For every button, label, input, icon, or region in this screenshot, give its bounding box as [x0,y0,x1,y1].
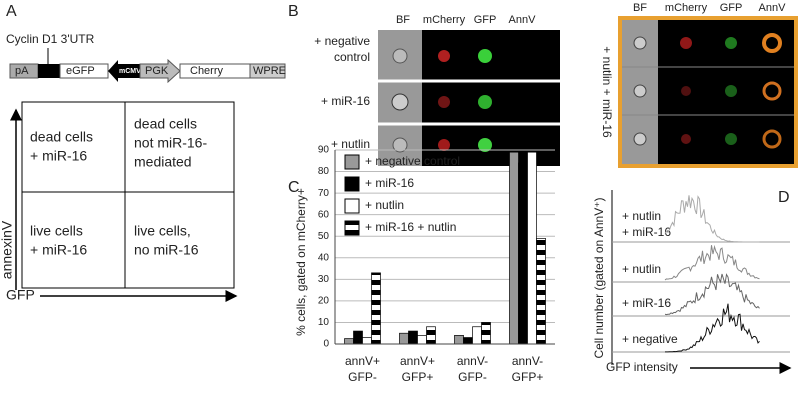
construct-label: eGFP [66,65,95,77]
micrographs [378,30,560,166]
legend-label: + negative control [365,154,460,168]
legend-label: + nutlin [365,198,404,212]
side-label: + nutlin + miR-16 [600,46,614,138]
x-tick-label: annV- [512,354,543,368]
histogram-trace [665,303,760,353]
trace-label: + negative [622,332,678,346]
y-tick-label: 60 [318,209,330,220]
y-tick-label: 50 [318,231,330,242]
construct-label: Cherry [190,65,224,77]
bar [481,322,491,345]
quadrant-text: dead cells [134,116,197,132]
trace-label: + nutlin [622,262,661,276]
quadrant-text: live cells [30,223,83,239]
legend-label: + miR-16 + nutlin [365,220,456,234]
column-header: GFP [474,14,497,26]
panel-label: D [778,189,790,206]
y-tick-label: 0 [323,339,329,350]
bar [536,238,546,345]
quadrant-text: live cells, [134,223,191,239]
bar [353,330,363,345]
quadrant-text: not miR-16- [134,135,207,151]
construct-label: mCMV [119,68,141,75]
quadrant-text: + miR-16 [30,148,87,164]
bar [463,337,473,345]
x-axis-label: GFP intensity [606,360,678,374]
row-label: control [334,50,370,64]
promoter-arrow [139,58,181,84]
bar [454,335,464,345]
row-label: + nutlin [331,137,370,151]
element [38,64,60,78]
bar [362,337,372,345]
construct-label: PGK [145,65,169,77]
column-header: AnnV [759,2,787,14]
column-header: mCherry [423,14,466,26]
axis-label: GFP [6,287,35,303]
bar [518,162,528,345]
panel-label: A [6,3,17,20]
legend-swatch [344,176,360,192]
bar [509,151,519,345]
axis-label: annexinV [0,220,15,279]
legend-swatch [344,220,360,236]
bar [426,326,436,345]
bar [417,335,427,345]
element [249,63,286,79]
construct-label: WPRE [253,65,286,77]
legend-swatch [344,154,360,170]
histogram-trace [664,244,760,281]
histogram-trace [664,195,760,243]
trace-label: + miR-16 [622,225,671,239]
row-label: + negative [314,34,370,48]
trace-label: + miR-16 [622,296,671,310]
y-tick-label: 10 [318,317,330,328]
y-axis-label: Cell number (gated on AnnV⁺) [592,197,606,358]
quadrant-text: + miR-16 [30,242,87,258]
bar [408,330,418,345]
y-tick-label: 90 [318,145,330,156]
legend-swatch [344,198,360,214]
column-header: BF [396,14,410,26]
y-tick-label: 40 [318,252,330,263]
bar [472,326,482,345]
panel-label: C [288,179,300,196]
y-tick-label: 70 [318,188,330,199]
column-header: BF [633,2,647,14]
histogram-trace [664,273,760,316]
bar [399,332,409,345]
x-tick-label: annV+ [400,354,435,368]
panel-label: B [288,3,299,20]
y-tick-label: 80 [318,166,330,177]
column-header: GFP [720,2,743,14]
column-header: AnnV [509,14,537,26]
histograms [612,195,790,353]
promoter-arrow [108,60,140,82]
x-tick-label: GFP+ [512,370,544,384]
quadrant-text: no miR-16 [134,242,199,258]
bar [527,151,537,345]
row-label: + miR-16 [321,94,370,108]
construct-label: Cyclin D1 3'UTR [6,32,95,46]
column-header: mCherry [665,2,708,14]
y-axis-label: % cells, gated on mCherry+ [294,188,308,336]
quadrant-text: dead cells [30,129,93,145]
quadrant-text: mediated [134,154,192,170]
x-tick-label: GFP+ [402,370,434,384]
micrographs [618,16,798,168]
y-tick-label: 20 [318,296,330,307]
x-tick-label: annV+ [345,354,380,368]
x-tick-label: GFP- [348,370,377,384]
x-tick-label: annV- [457,354,488,368]
quadrant-box [21,101,235,289]
construct-label: pA [15,65,29,77]
bar [371,272,381,345]
x-tick-label: GFP- [458,370,487,384]
trace-label: + nutlin [622,209,661,223]
y-tick-label: 30 [318,274,330,285]
bar [344,338,354,345]
legend-label: + miR-16 [365,176,414,190]
